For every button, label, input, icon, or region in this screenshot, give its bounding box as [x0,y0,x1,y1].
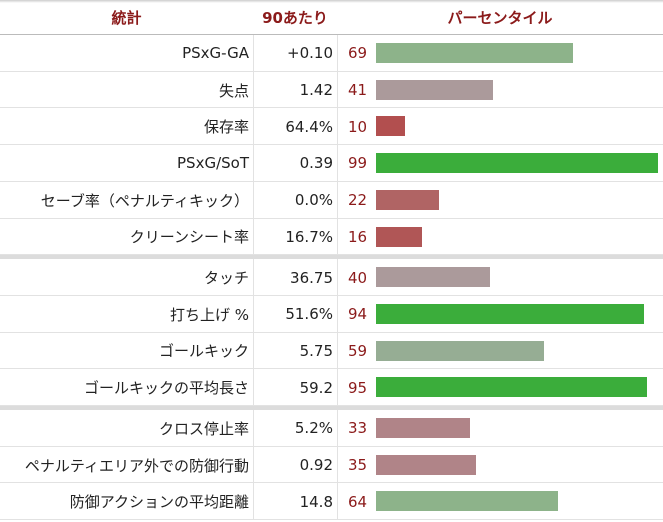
row-border [0,180,663,182]
row-border [0,294,663,296]
col-divider [253,483,254,521]
stat-name: PSxG-GA [182,44,249,63]
percentile-value: 64 [348,492,368,511]
col-divider [337,218,338,256]
col-divider [337,410,338,447]
stat-name: クリーンシート率 [129,228,249,247]
col-divider [337,71,338,109]
col-divider [337,295,338,333]
col-divider [253,35,254,72]
stat-name: ゴールキックの平均長さ [83,379,249,398]
col-divider [253,446,254,484]
row-border [0,405,663,406]
stat-name: PSxG/SoT [177,154,249,173]
header-shadow [0,0,663,3]
percentile-value: 40 [348,268,368,287]
percentile-value: 69 [348,44,368,63]
col-divider [337,483,338,521]
col-divider [337,145,338,182]
col-divider [337,35,338,72]
percentile-bar [376,43,573,63]
stat-name: 打ち上げ % [169,305,249,324]
per90-value: 51.6% [285,305,333,324]
per90-value: 1.42 [299,81,333,100]
percentile-value: 22 [348,191,368,210]
per90-value: 0.39 [299,154,333,173]
percentile-bar [376,79,493,100]
col-divider [253,181,254,219]
col-divider [253,108,254,146]
group-separator [0,406,663,410]
row-border [0,331,663,333]
col-divider [337,181,338,219]
row-border [0,217,663,219]
col-divider [337,108,338,146]
percentile-value: 41 [348,81,368,100]
per90-value: 36.75 [290,268,333,287]
percentile-value: 16 [348,227,368,246]
percentile-bar [376,491,559,512]
header-border [0,34,663,35]
percentile-bar [376,340,545,361]
stat-name: 保存率 [203,118,249,137]
per90-value: +0.10 [287,44,333,63]
row-border [0,144,663,146]
col-divider [253,295,254,333]
stat-name: クロス停止率 [158,419,249,438]
per90-value: 5.2% [294,419,333,438]
header-percentile: パーセンタイル [447,9,553,27]
stat-name: 失点 [218,81,249,100]
percentile-bar [376,226,422,247]
row-border [0,482,663,484]
col-divider [253,369,254,406]
row-border [0,70,663,72]
percentile-bar [376,303,644,324]
percentile-value: 35 [348,456,368,475]
stat-name: 防御アクションの平均距離 [69,493,249,512]
col-divider [337,446,338,484]
per90-value: 5.75 [299,341,333,360]
col-divider [337,369,338,406]
col-divider [253,332,254,370]
percentile-value: 59 [348,341,368,360]
percentile-bar [376,189,439,210]
col-divider [337,332,338,370]
col-divider [253,218,254,256]
row-border [0,254,663,256]
col-divider [337,259,338,296]
per90-value: 16.7% [285,227,333,246]
stat-name: ゴールキック [158,342,249,361]
group-separator [0,255,663,260]
col-divider [253,410,254,447]
row-border [0,368,663,370]
percentile-value: 33 [348,419,368,438]
percentile-value: 99 [348,154,368,173]
percentile-value: 95 [348,378,368,397]
percentile-bar [376,116,405,137]
row-border [0,445,663,447]
row-border [0,519,663,521]
percentile-bar [376,454,476,475]
stat-name: セーブ率（ペナルティキック） [40,191,249,210]
percentile-bar [376,418,471,438]
col-divider [253,71,254,109]
stat-name: タッチ [203,269,249,288]
stat-name: ペナルティエリア外での防御行動 [24,456,249,475]
per90-value: 0.0% [294,191,333,210]
percentile-value: 94 [348,305,368,324]
row-border [0,107,663,109]
col-divider [253,259,254,296]
header-stat: 統計 [111,9,142,27]
per90-value: 59.2 [299,378,333,397]
percentile-bar [376,377,647,398]
header-per90: 90あたり [262,9,328,27]
percentile-bar [376,153,659,174]
per90-value: 0.92 [299,456,333,475]
percentile-value: 10 [348,117,368,136]
percentile-bar [376,267,490,288]
per90-value: 14.8 [299,492,333,511]
per90-value: 64.4% [285,117,333,136]
col-divider [253,145,254,182]
